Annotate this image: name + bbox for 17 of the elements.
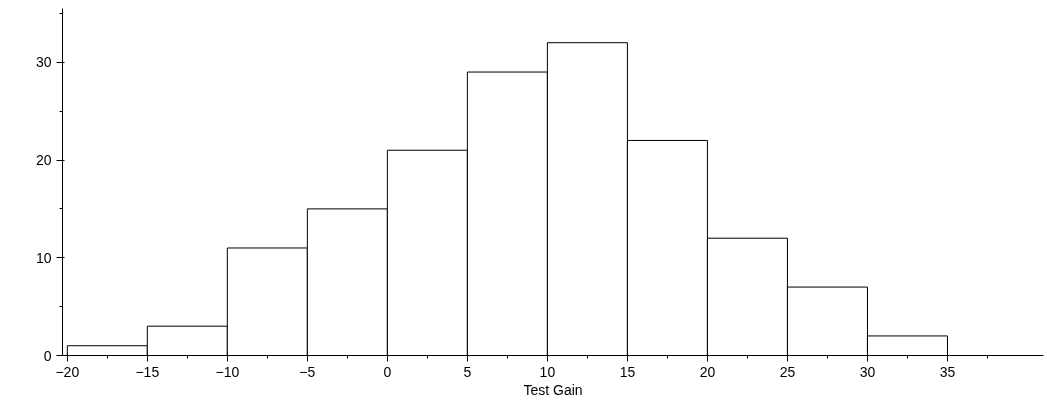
x-tick-label: 10 bbox=[539, 363, 556, 380]
y-tick-label: 20 bbox=[35, 152, 52, 169]
x-tick-label: 30 bbox=[859, 363, 876, 380]
x-tick-label: −15 bbox=[135, 363, 160, 380]
x-tick-label: 25 bbox=[779, 363, 796, 380]
x-tick-label: −5 bbox=[299, 363, 316, 380]
x-tick-label: 20 bbox=[699, 363, 716, 380]
x-tick-label: 0 bbox=[383, 363, 392, 380]
x-tick-label: 15 bbox=[619, 363, 636, 380]
x-tick-label: −10 bbox=[215, 363, 240, 380]
y-tick-label: 0 bbox=[43, 347, 52, 364]
x-tick-label: 35 bbox=[939, 363, 956, 380]
y-tick-label: 30 bbox=[35, 54, 52, 71]
x-axis-title: Test Gain bbox=[523, 381, 583, 398]
x-tick-label: 5 bbox=[463, 363, 472, 380]
y-tick-label: 10 bbox=[35, 249, 52, 266]
x-tick-label: −20 bbox=[55, 363, 80, 380]
